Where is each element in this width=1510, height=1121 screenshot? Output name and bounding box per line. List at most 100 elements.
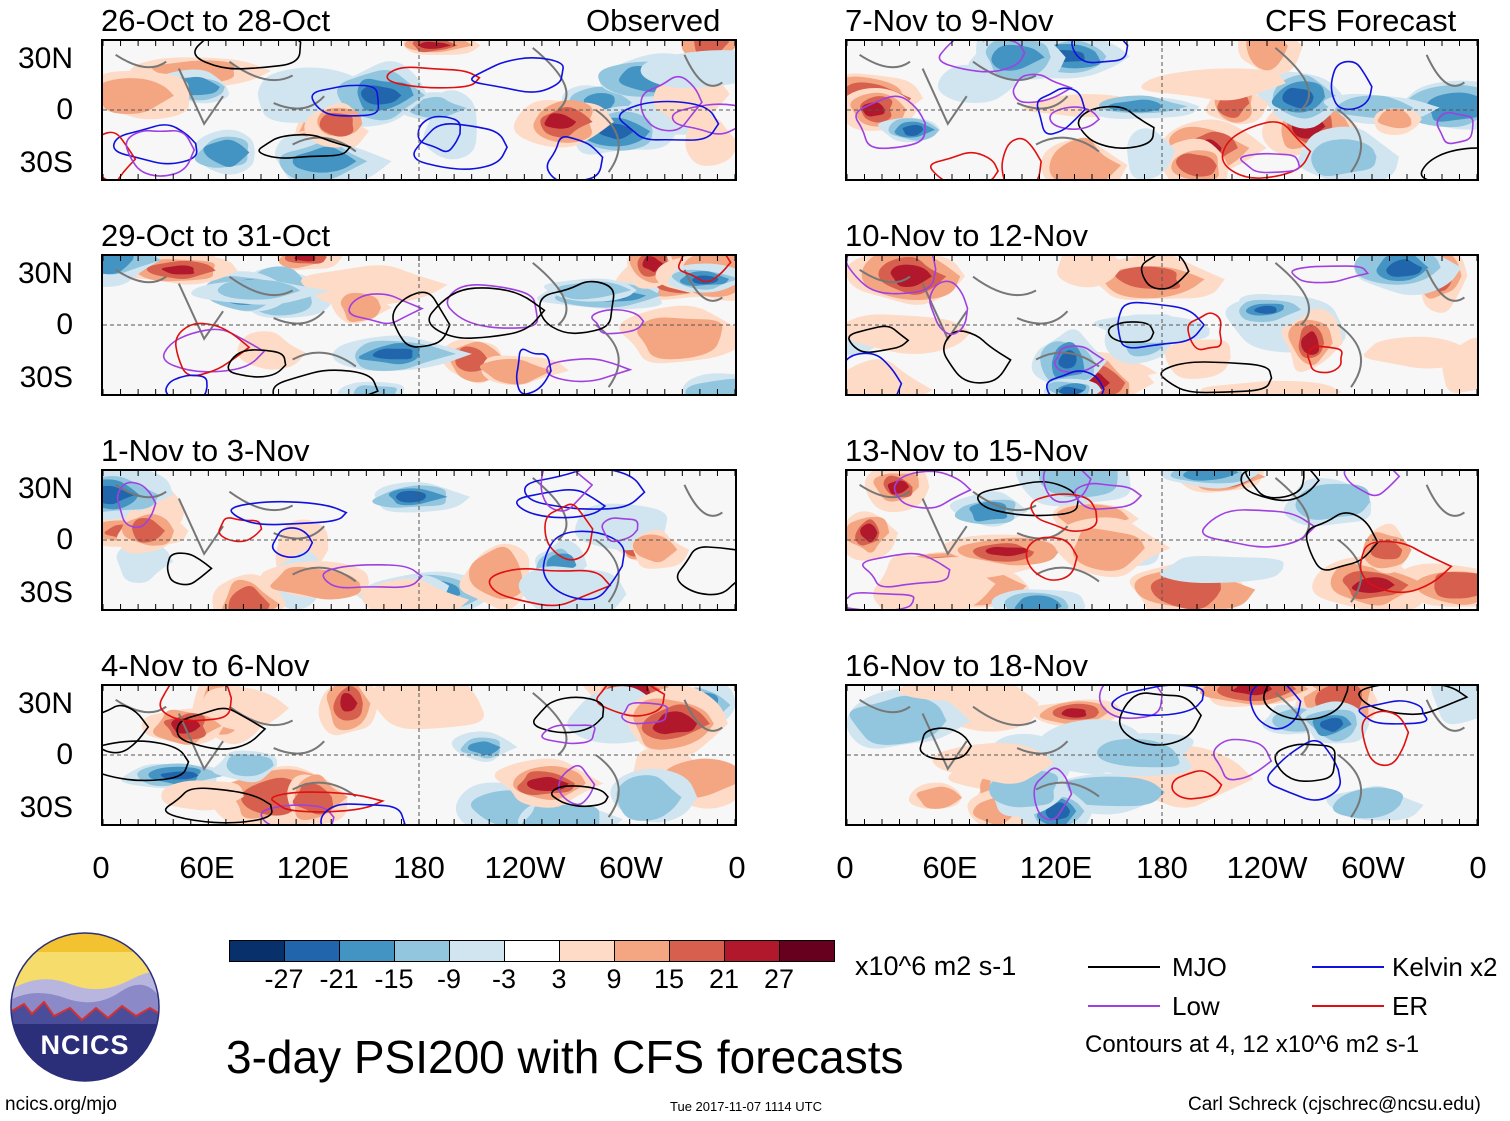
anomaly-shading [292, 782, 334, 815]
colorbar-swatch [284, 940, 340, 962]
contour-line [1361, 710, 1410, 767]
colorbar-tick: -21 [319, 964, 359, 994]
contour-line [413, 123, 508, 171]
contour-line [1033, 767, 1073, 821]
colorbar-tick: -3 [491, 964, 517, 994]
contour-line [1245, 471, 1305, 499]
coastline [115, 477, 723, 603]
contour-line [1071, 41, 1129, 64]
x-tick: 180 [393, 850, 445, 885]
anomaly-shading [292, 146, 357, 173]
contour-line [515, 489, 607, 519]
anomaly-shading [340, 692, 358, 712]
colorbar-swatch [339, 940, 395, 962]
contour-line [1213, 738, 1273, 781]
contour-line [618, 100, 720, 141]
contour-line [1053, 345, 1105, 373]
contour-line [544, 503, 594, 561]
anomaly-shading [1442, 337, 1477, 393]
contour-line [1117, 301, 1206, 349]
anomaly-shading [887, 480, 910, 495]
colorbar-swatch [449, 940, 505, 962]
anomaly-shading [479, 358, 553, 385]
anomaly-shading [371, 686, 484, 730]
contour-line [938, 41, 1026, 73]
legend-line-low [1088, 1005, 1160, 1007]
contour-line [550, 785, 609, 808]
contour-line [1263, 686, 1349, 721]
x-tick: 180 [1136, 850, 1188, 885]
anomaly-shading [1370, 539, 1403, 560]
legend-label-mjo: MJO [1172, 952, 1227, 982]
anomaly-shading [932, 742, 1054, 784]
contour-line [471, 57, 564, 93]
contour-line [1042, 471, 1092, 503]
anomaly-shading [860, 523, 878, 543]
contour-line [640, 75, 703, 132]
anomaly-shading [103, 485, 136, 505]
colorbar-tick: 21 [708, 964, 740, 994]
x-tick: 120E [276, 850, 350, 885]
coastline [859, 47, 1465, 173]
map-field [847, 686, 1477, 824]
panel-title: 26-Oct to 28-Oct [101, 3, 331, 38]
coastline [115, 692, 723, 818]
logo-text: NCICS [40, 1030, 130, 1060]
contour-line [1359, 540, 1453, 594]
anomaly-shading [1141, 68, 1286, 101]
colorbar-tick: 9 [606, 964, 622, 994]
y-tick-0: 0 [56, 523, 73, 556]
contour-line [271, 791, 385, 813]
contour-line [848, 325, 910, 354]
x-tick: 60W [599, 850, 663, 885]
y-tick-30s: 30S [19, 361, 73, 394]
map-panel [845, 469, 1479, 611]
ncics-logo: NCICS [10, 932, 160, 1082]
y-tick-30n: 30N [17, 472, 73, 505]
anomaly-shading [1058, 350, 1077, 369]
units-label: x10^6 m2 s-1 [855, 951, 1017, 981]
contour-line [1240, 471, 1320, 502]
colorbar-swatch [394, 940, 450, 962]
anomaly-shading [1254, 305, 1277, 314]
site-link[interactable]: ncics.org/mjo [5, 1094, 117, 1115]
anomaly-shading [419, 41, 451, 49]
anomaly-shading [1434, 571, 1477, 599]
contour-line [1046, 370, 1105, 394]
colorbar-swatch [669, 940, 725, 962]
x-tick: 60W [1341, 850, 1405, 885]
contour-line [488, 568, 612, 607]
contour-line [271, 527, 314, 559]
anomaly-shading [847, 314, 972, 354]
x-tick: 60E [922, 850, 978, 885]
contour-line [1111, 686, 1205, 717]
map-panel [845, 684, 1479, 826]
contour-line [855, 95, 926, 150]
contour-line [1240, 152, 1301, 174]
contour-line [621, 701, 669, 725]
contour-line [847, 352, 903, 394]
contour-line [1420, 147, 1477, 179]
contour-line [1025, 536, 1078, 581]
contour-line [1107, 321, 1155, 344]
panel-title: 29-Oct to 31-Oct [101, 218, 331, 253]
contour-line [1049, 106, 1101, 131]
colorbar-swatch [229, 940, 285, 962]
contour-line [103, 740, 190, 782]
y-tick-30n: 30N [17, 257, 73, 290]
x-tick: 0 [92, 850, 110, 885]
panel-title: 16-Nov to 18-Nov [845, 648, 1088, 683]
x-tick: 0 [728, 850, 746, 885]
anomaly-shading [1127, 128, 1176, 179]
contour-line [515, 348, 552, 394]
contour-line [125, 129, 196, 177]
anomaly-shading [640, 50, 735, 89]
map-panel [845, 39, 1479, 181]
contour-line [591, 308, 645, 335]
anomaly-shading [353, 385, 397, 394]
contour-line [112, 124, 198, 165]
map-field [103, 41, 735, 179]
contour-line [1274, 743, 1336, 783]
contour-line [893, 471, 972, 509]
anomaly-shading [685, 378, 735, 394]
